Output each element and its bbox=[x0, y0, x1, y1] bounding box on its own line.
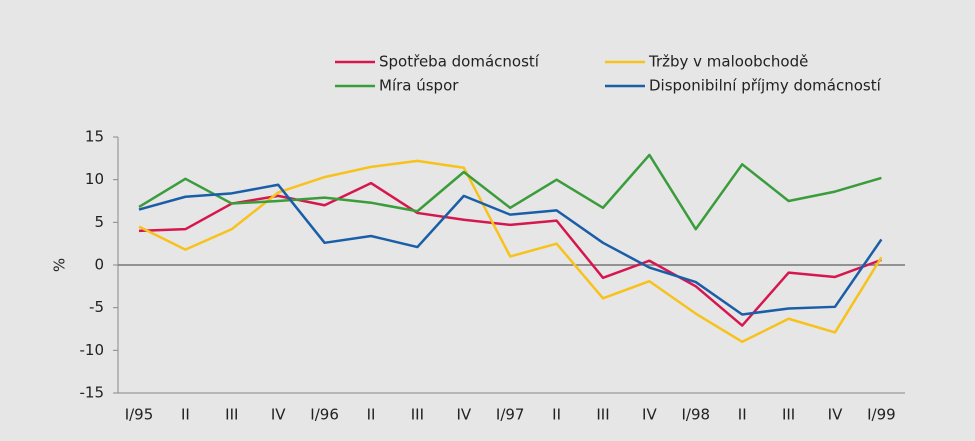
x-tick-label: III bbox=[225, 406, 238, 424]
x-tick-label: I/95 bbox=[125, 406, 154, 424]
x-tick-label: I/99 bbox=[867, 406, 896, 424]
x-tick-label: II bbox=[181, 406, 190, 424]
x-tick-label: III bbox=[782, 406, 795, 424]
series-line bbox=[138, 159, 883, 344]
series-line bbox=[138, 181, 882, 327]
x-tick-label: II bbox=[552, 406, 561, 424]
y-tick-label: -5 bbox=[89, 298, 104, 316]
x-tick-label: II bbox=[367, 406, 376, 424]
x-tick-label: II bbox=[738, 406, 747, 424]
y-tick-label: -10 bbox=[80, 341, 105, 359]
y-tick-label: -15 bbox=[80, 384, 105, 402]
x-tick-label: IV bbox=[828, 406, 843, 424]
series-line bbox=[138, 153, 882, 231]
legend-label: Disponibilní příjmy domácností bbox=[649, 77, 882, 95]
x-tick-label: IV bbox=[642, 406, 657, 424]
y-tick-label: 0 bbox=[94, 256, 104, 274]
x-tick-label: IV bbox=[271, 406, 286, 424]
x-tick-label: I/98 bbox=[682, 406, 711, 424]
legend-label: Míra úspor bbox=[379, 77, 459, 95]
legend-label: Spotřeba domácností bbox=[379, 53, 540, 71]
y-axis-label: % bbox=[51, 258, 69, 272]
series-line bbox=[138, 183, 883, 316]
y-tick-label: 5 bbox=[94, 213, 104, 231]
x-tick-label: I/97 bbox=[496, 406, 525, 424]
y-tick-label: 10 bbox=[85, 170, 104, 188]
x-tick-label: I/96 bbox=[310, 406, 339, 424]
x-tick-label: III bbox=[596, 406, 609, 424]
x-tick-label: IV bbox=[456, 406, 471, 424]
legend-label: Tržby v maloobchodě bbox=[648, 53, 808, 71]
y-tick-label: 15 bbox=[85, 128, 104, 146]
x-tick-label: III bbox=[411, 406, 424, 424]
